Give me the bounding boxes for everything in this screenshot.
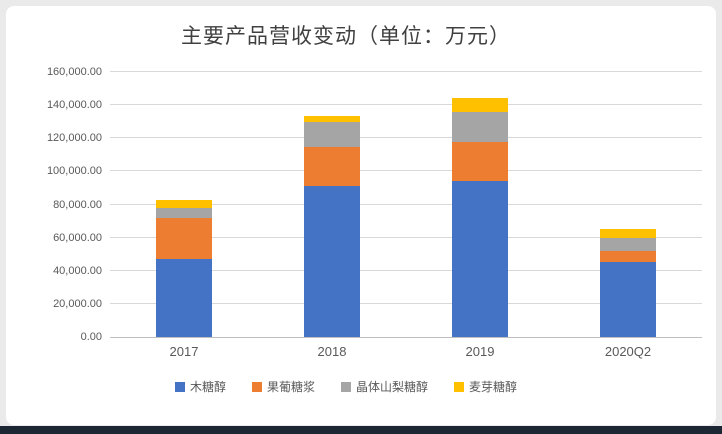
x-tick-label: 2020Q2 bbox=[604, 344, 652, 359]
bar-segment bbox=[452, 141, 508, 182]
legend-swatch-icon bbox=[174, 381, 185, 392]
bar-segment bbox=[452, 111, 508, 142]
legend-item: 木糖醇 bbox=[174, 378, 226, 395]
bar-segment bbox=[156, 207, 212, 218]
stacked-bar bbox=[600, 229, 656, 337]
y-axis-tick-labels: 0.00 20,000.00 40,000.00 60,000.00 80,000.00… bbox=[6, 66, 102, 343]
legend-item: 晶体山梨糖醇 bbox=[341, 378, 428, 395]
gridline bbox=[110, 236, 702, 238]
chart-card: 主要产品营收变动（单位：万元） 0.00 20,000.00 40,000.00 60… bbox=[6, 6, 716, 425]
bar-segment bbox=[304, 146, 360, 187]
bar-segment bbox=[156, 217, 212, 260]
x-axis-category-labels: 2017 2018 2019 2020Q2 bbox=[110, 344, 702, 359]
gridline bbox=[110, 137, 702, 139]
gridline bbox=[110, 104, 702, 106]
bar-segment bbox=[156, 259, 212, 337]
bar-segment bbox=[156, 199, 212, 208]
bar-slot bbox=[258, 72, 406, 337]
legend-label: 木糖醇 bbox=[189, 380, 226, 394]
x-tick-label: 2019 bbox=[465, 344, 495, 359]
y-tick-label: 60,000.00 bbox=[53, 231, 102, 244]
legend-swatch-icon bbox=[251, 381, 262, 392]
legend-swatch-icon bbox=[341, 381, 351, 392]
gridline bbox=[110, 170, 702, 172]
stacked-bar bbox=[452, 97, 508, 337]
bottom-bar bbox=[0, 426, 722, 434]
chart-legend: 木糖醇 果葡糖浆 晶体山梨糖醇 麦芽糖醇 bbox=[6, 378, 686, 395]
bar-series bbox=[110, 72, 702, 337]
legend-item: 果葡糖浆 bbox=[251, 378, 315, 395]
bar-slot bbox=[406, 72, 554, 337]
gridline bbox=[110, 71, 702, 72]
legend-item: 麦芽糖醇 bbox=[454, 378, 517, 395]
plot-area bbox=[110, 71, 702, 338]
y-tick-label: 120,000.00 bbox=[46, 132, 102, 145]
bar-segment bbox=[304, 186, 360, 337]
gridline bbox=[110, 269, 702, 271]
bar-slot bbox=[554, 72, 702, 337]
x-tick-label: 2017 bbox=[169, 344, 199, 359]
bar-segment bbox=[600, 229, 656, 238]
chart-title: 主要产品营收变动（单位：万元） bbox=[181, 25, 511, 48]
y-tick-label: 40,000.00 bbox=[53, 264, 102, 277]
bar-segment bbox=[600, 237, 656, 251]
gridline bbox=[110, 203, 702, 205]
y-tick-label: 0.00 bbox=[80, 331, 102, 343]
bar-slot bbox=[110, 72, 258, 337]
stacked-bar bbox=[304, 115, 360, 337]
y-tick-label: 20,000.00 bbox=[53, 297, 102, 310]
y-tick-label: 140,000.00 bbox=[46, 99, 102, 112]
legend-swatch-icon bbox=[454, 381, 465, 392]
y-tick-label: 80,000.00 bbox=[53, 198, 102, 211]
gridline bbox=[110, 337, 702, 338]
y-tick-label: 100,000.00 bbox=[46, 165, 102, 178]
bar-segment bbox=[452, 97, 508, 112]
bar-segment bbox=[304, 121, 360, 147]
bar-segment bbox=[452, 181, 508, 337]
gridline bbox=[110, 302, 702, 304]
legend-label: 果葡糖浆 bbox=[266, 380, 315, 394]
x-tick-label: 2018 bbox=[317, 344, 347, 359]
stacked-bar bbox=[156, 199, 212, 337]
legend-label: 晶体山梨糖醇 bbox=[356, 380, 429, 394]
bar-segment bbox=[600, 262, 656, 337]
legend-label: 麦芽糖醇 bbox=[469, 380, 518, 394]
y-tick-label: 160,000.00 bbox=[46, 66, 102, 78]
bar-segment bbox=[304, 115, 360, 122]
bar-segment bbox=[600, 250, 656, 263]
